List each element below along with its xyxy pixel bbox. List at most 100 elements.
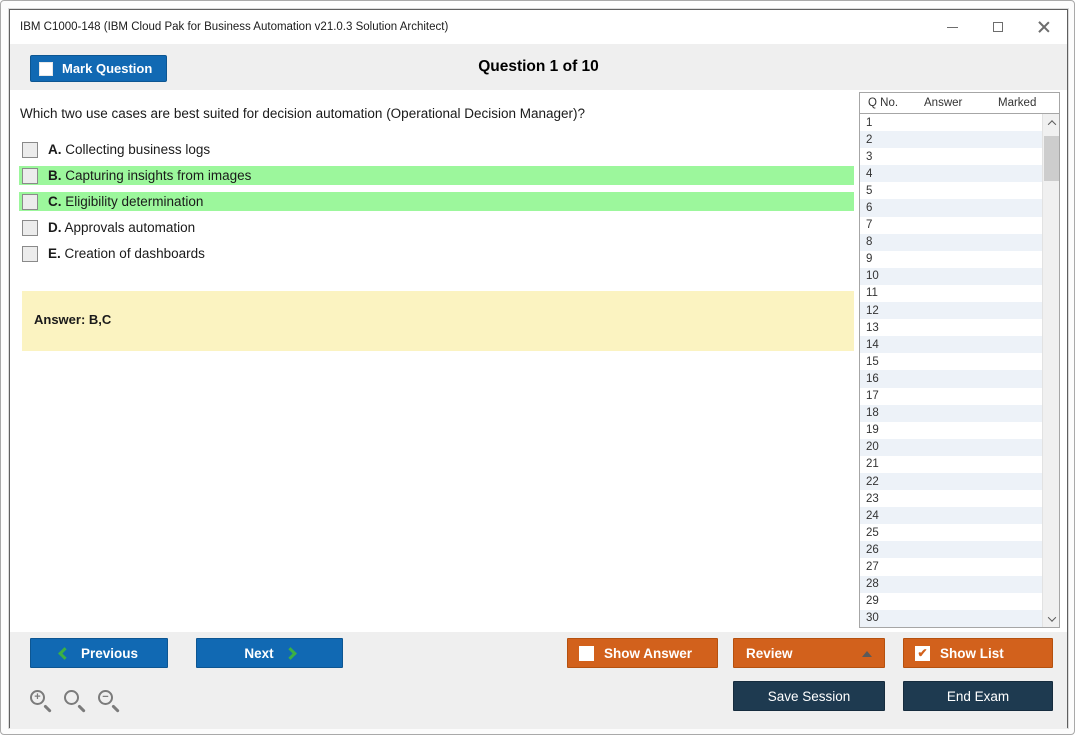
save-session-button[interactable]: Save Session	[733, 681, 885, 711]
question-number: 27	[866, 560, 879, 573]
scrollbar-thumb[interactable]	[1044, 136, 1059, 181]
answer-option-row[interactable]: D. Approvals automation	[19, 218, 854, 237]
question-list-panel: Q No. Answer Marked 1 2 3 4 5 6 7 8 9 10…	[859, 92, 1060, 628]
question-list-rows: 1 2 3 4 5 6 7 8 9 10 11 12 13 14 15	[860, 114, 1042, 627]
question-list-row[interactable]: 24	[860, 507, 1042, 525]
question-number: 6	[866, 202, 873, 215]
question-list-row[interactable]: 17	[860, 388, 1042, 405]
answer-option-row[interactable]: C. Eligibility determination	[19, 192, 854, 211]
question-list-row[interactable]: 5	[860, 182, 1042, 199]
question-number: 11	[866, 287, 878, 300]
minimize-icon	[946, 26, 958, 28]
question-list-row[interactable]: 8	[860, 233, 1042, 251]
question-number: 13	[866, 321, 879, 334]
chevron-right-icon	[283, 646, 297, 660]
zoom-reset-icon[interactable]	[62, 688, 89, 715]
question-number: 28	[866, 578, 879, 591]
question-number: 18	[866, 407, 879, 420]
question-text: Which two use cases are best suited for …	[20, 106, 586, 121]
zoom-out-icon[interactable]: −	[96, 688, 123, 715]
option-checkbox[interactable]	[22, 245, 38, 262]
question-list-row[interactable]: 30	[860, 609, 1042, 627]
question-list-row[interactable]: 16	[860, 370, 1042, 388]
question-list-row[interactable]: 28	[860, 575, 1042, 593]
question-number: 7	[866, 219, 873, 232]
question-list-row[interactable]: 22	[860, 472, 1042, 491]
question-list-row[interactable]: 9	[860, 251, 1042, 268]
scroll-up-button[interactable]	[1043, 114, 1059, 131]
question-list-row[interactable]: 19	[860, 422, 1042, 439]
question-list-row[interactable]: 27	[860, 558, 1042, 575]
question-number: 4	[866, 167, 873, 180]
question-list-row[interactable]: 3	[860, 148, 1042, 165]
question-list-row[interactable]: 21	[860, 456, 1042, 473]
answer-option-row[interactable]: E. Creation of dashboards	[19, 244, 854, 263]
maximize-icon	[993, 22, 1003, 32]
question-list-row[interactable]: 20	[860, 438, 1042, 456]
next-button[interactable]: Next	[196, 638, 343, 668]
question-list-row[interactable]: 1	[860, 114, 1042, 131]
show-list-checkbox[interactable]: ✔	[915, 645, 930, 661]
question-list-row[interactable]: 6	[860, 199, 1042, 217]
question-list-row[interactable]: 15	[860, 353, 1042, 370]
close-button[interactable]	[1021, 10, 1067, 44]
question-number: 23	[866, 492, 879, 505]
question-number: 8	[866, 236, 873, 249]
answer-option-row[interactable]: B. Capturing insights from images	[19, 166, 854, 185]
show-list-label: Show List	[940, 645, 1004, 661]
option-label: A. Collecting business logs	[48, 142, 211, 157]
question-list: 1 2 3 4 5 6 7 8 9 10 11 12 13 14 15	[859, 113, 1060, 628]
question-list-row[interactable]: 23	[860, 490, 1042, 507]
question-list-row[interactable]: 2	[860, 131, 1042, 149]
question-list-row[interactable]: 18	[860, 404, 1042, 422]
question-number: 19	[866, 424, 879, 437]
option-checkbox[interactable]	[22, 219, 38, 236]
question-list-row[interactable]: 26	[860, 541, 1042, 559]
question-list-header: Q No. Answer Marked	[859, 92, 1060, 113]
question-list-row[interactable]: 11	[860, 285, 1042, 302]
question-list-row[interactable]: 10	[860, 267, 1042, 285]
column-answer: Answer	[924, 97, 963, 109]
previous-label: Previous	[80, 645, 139, 661]
window-controls	[929, 10, 1067, 44]
show-answer-button[interactable]: Show Answer	[567, 638, 718, 668]
question-list-row[interactable]: 4	[860, 165, 1042, 183]
answer-option-row[interactable]: A. Collecting business logs	[19, 140, 854, 159]
question-list-row[interactable]: 14	[860, 336, 1042, 354]
show-answer-checkbox[interactable]	[579, 645, 594, 661]
question-list-row[interactable]: 12	[860, 302, 1042, 320]
end-exam-button[interactable]: End Exam	[903, 681, 1053, 711]
show-answer-label: Show Answer	[604, 645, 693, 661]
close-icon	[1038, 21, 1050, 33]
review-dropdown-button[interactable]: Review	[733, 638, 885, 668]
chevron-down-icon	[1047, 612, 1056, 622]
option-checkbox[interactable]	[22, 141, 38, 158]
question-list-scrollbar[interactable]	[1042, 114, 1059, 627]
previous-button[interactable]: Previous	[30, 638, 168, 668]
question-number: 26	[866, 543, 879, 556]
mark-question-label: Mark Question	[62, 61, 153, 76]
review-label: Review	[746, 645, 793, 661]
question-list-row[interactable]: 29	[860, 593, 1042, 610]
question-number: 17	[866, 390, 879, 403]
zoom-in-icon[interactable]: +	[28, 688, 55, 715]
zoom-controls: + −	[28, 688, 123, 715]
answer-text: Answer: B,C	[34, 312, 112, 327]
question-number: 9	[866, 253, 873, 266]
minimize-button[interactable]	[929, 10, 975, 44]
option-checkbox[interactable]	[22, 167, 38, 184]
question-list-row[interactable]: 13	[860, 319, 1042, 336]
mark-question-button[interactable]: Mark Question	[30, 55, 167, 82]
option-checkbox[interactable]	[22, 193, 38, 210]
scroll-down-button[interactable]	[1043, 610, 1059, 627]
option-label: E. Creation of dashboards	[48, 246, 205, 261]
end-exam-label: End Exam	[946, 688, 1010, 704]
show-list-button[interactable]: ✔ Show List	[903, 638, 1053, 668]
maximize-button[interactable]	[975, 10, 1021, 44]
question-counter: Question 1 of 10	[478, 58, 599, 75]
question-list-row[interactable]: 7	[860, 217, 1042, 234]
mark-question-checkbox[interactable]	[39, 61, 53, 76]
question-number: 2	[866, 133, 873, 146]
question-list-row[interactable]: 25	[860, 524, 1042, 541]
